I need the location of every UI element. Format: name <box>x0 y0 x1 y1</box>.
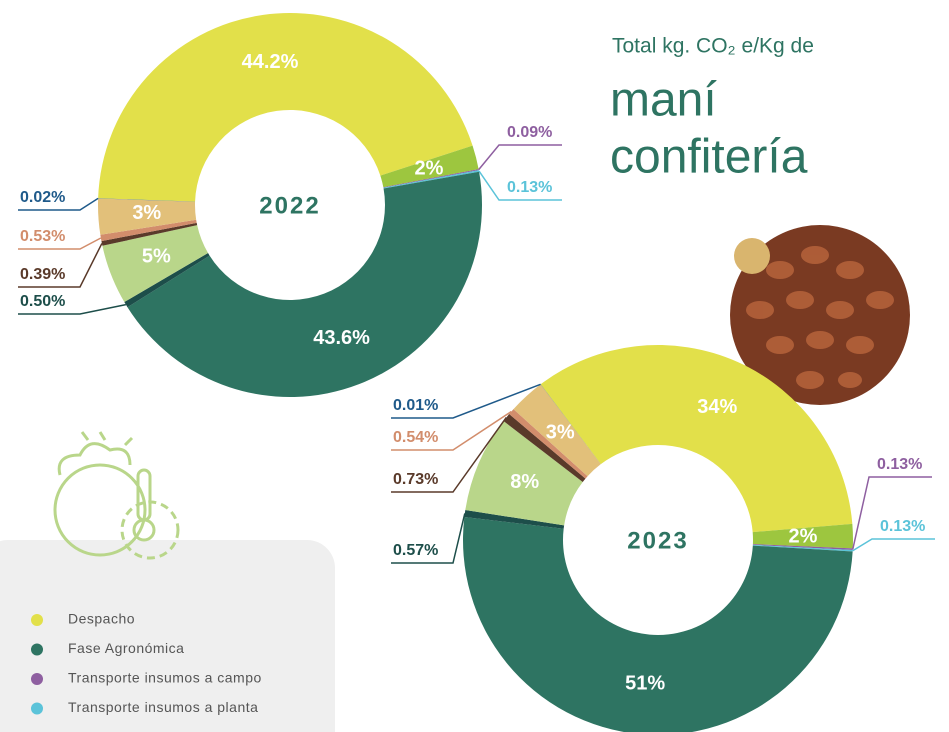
outside-label: 0.54% <box>393 429 438 446</box>
legend-label: Fase Agronómica <box>68 640 184 656</box>
leader-line <box>18 303 127 315</box>
outside-label: 0.39% <box>20 266 65 283</box>
donut-segment <box>102 225 209 303</box>
segment-label: 51% <box>625 673 665 695</box>
leader-line <box>478 170 562 201</box>
donut-segment <box>752 523 853 549</box>
legend-label: Transporte insumos a campo <box>68 670 262 686</box>
legend-swatch <box>31 673 43 685</box>
donut-segment <box>503 414 586 483</box>
legend-swatch <box>31 702 43 715</box>
title: Total kg. CO₂ e/Kg de <box>612 35 814 58</box>
donut-segment <box>509 409 588 479</box>
segment-label: 34% <box>697 396 737 418</box>
donut-segment <box>752 544 853 552</box>
segment-label: 3% <box>132 202 161 224</box>
outside-label: 0.09% <box>507 124 552 141</box>
donut-segment <box>124 253 210 308</box>
outside-label: 0.13% <box>880 518 925 535</box>
donut-segment <box>98 12 473 202</box>
donut-segment <box>383 170 480 189</box>
segment-label: 44.2% <box>242 51 299 73</box>
outside-label: 0.01% <box>393 397 438 414</box>
legend-swatch <box>31 614 43 626</box>
leader-line <box>18 197 99 211</box>
legend-panel <box>0 540 335 732</box>
segment-label: 8% <box>510 471 539 493</box>
donut-segment <box>101 222 198 246</box>
donut-segment <box>383 169 479 188</box>
donut-segment <box>127 171 483 398</box>
donut-segment <box>98 198 196 202</box>
donut-segment <box>100 219 197 242</box>
leader-line <box>852 476 932 550</box>
legend-swatch <box>31 643 43 656</box>
center-label: 2022 <box>259 192 320 219</box>
leader-line <box>18 243 103 288</box>
segment-label: 5% <box>142 245 171 267</box>
legend-label: Transporte insumos a planta <box>68 699 258 715</box>
segment-label: 2% <box>789 525 818 547</box>
donut-segment <box>540 345 853 533</box>
leader-line <box>391 513 466 564</box>
leader-line <box>18 237 102 250</box>
donut-segment <box>540 384 601 465</box>
donut-segment <box>98 198 197 235</box>
climate-icon <box>53 431 180 560</box>
donut-segment <box>752 544 853 550</box>
donut-segment <box>380 145 479 188</box>
outside-label: 0.13% <box>877 456 922 473</box>
outside-label: 0.57% <box>393 542 438 559</box>
segment-label: 43.6% <box>313 327 370 349</box>
outside-label: 0.53% <box>20 228 65 245</box>
peanut-image <box>730 225 910 405</box>
donut-segment <box>513 384 601 477</box>
leader-line <box>478 144 562 171</box>
outside-label: 0.02% <box>20 189 65 206</box>
outside-label: 0.13% <box>507 179 552 196</box>
segment-label: 2% <box>415 158 444 180</box>
donut-segment <box>464 510 565 529</box>
legend-label: Despacho <box>68 611 135 627</box>
donut-segment <box>462 516 853 732</box>
leader-line <box>852 538 935 552</box>
outside-label: 0.73% <box>393 471 438 488</box>
center-label: 2023 <box>627 527 688 554</box>
leader-line <box>391 410 512 451</box>
segment-label: 3% <box>546 421 575 443</box>
heading-line: confitería <box>610 131 808 184</box>
leader-line <box>391 383 541 419</box>
donut-segment <box>465 420 583 526</box>
outside-label: 0.50% <box>20 293 65 310</box>
heading-line: maní <box>610 74 717 127</box>
leader-line <box>391 417 507 493</box>
